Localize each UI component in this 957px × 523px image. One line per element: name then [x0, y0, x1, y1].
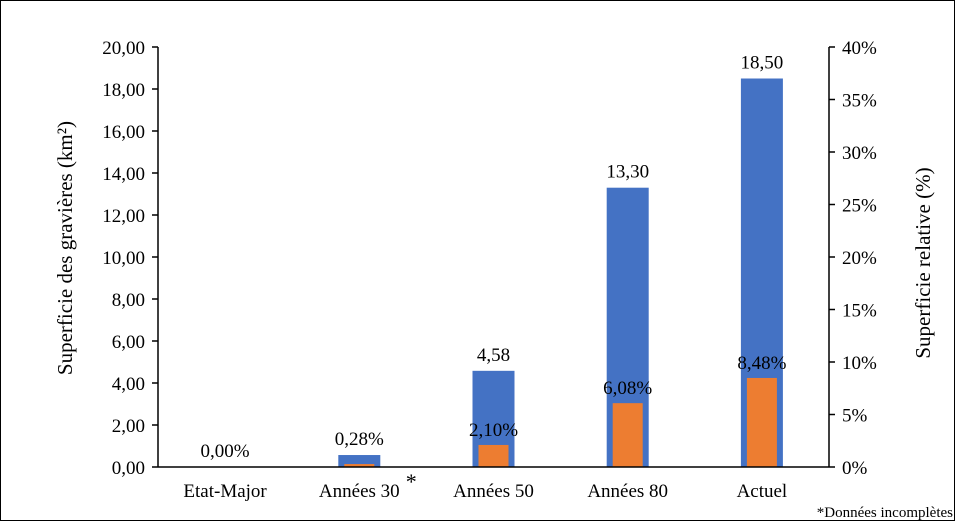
- right-tick-label: 25%: [842, 196, 877, 217]
- left-tick-label: 12,00: [102, 206, 145, 227]
- left-tick-label: 20,00: [102, 38, 145, 59]
- labels-layer: 0,00% 0,28% 4,58 2,10% 13,30 6,08% 18,50 8,48%: [201, 53, 787, 463]
- right-tick-label: 10%: [842, 353, 877, 374]
- left-tick-label: 8,00: [112, 290, 145, 311]
- footnote: *Données incomplètes: [817, 505, 953, 521]
- bar-series-2: [344, 464, 375, 467]
- left-tick-label: 0,00: [112, 458, 145, 479]
- data-label-series-2: 0,00%: [201, 441, 250, 462]
- x-tick-label: Actuel: [737, 481, 788, 502]
- data-label-series-1: 13,30: [606, 162, 649, 183]
- right-tick-label: 0%: [842, 458, 868, 479]
- bar-series-2: [746, 377, 777, 467]
- x-tick-label: Années 50: [453, 481, 534, 502]
- left-tick-label: 18,00: [102, 80, 145, 101]
- left-tick-label: 4,00: [112, 374, 145, 395]
- bar-series-1: [338, 455, 381, 467]
- left-tick-label: 2,00: [112, 416, 145, 437]
- right-tick-label: 15%: [842, 301, 877, 322]
- data-label-series-2: 2,10%: [469, 420, 518, 441]
- data-label-series-2: 8,48%: [737, 353, 786, 374]
- right-tick-label: 35%: [842, 91, 877, 112]
- bar-series-2: [478, 444, 509, 467]
- ticks-layer: 0,00 2,00 4,00 6,00 8,00 10,00 12,00 14,00 16,00…: [102, 38, 877, 502]
- data-label-series-2: 6,08%: [603, 378, 652, 399]
- left-tick-label: 10,00: [102, 248, 145, 269]
- right-tick-label: 40%: [842, 38, 877, 59]
- x-tick-label: Années 30: [319, 481, 400, 502]
- x-tick-annotation: *: [406, 469, 417, 494]
- left-tick-label: 16,00: [102, 122, 145, 143]
- right-tick-label: 20%: [842, 248, 877, 269]
- x-tick-label: Etat-Major: [183, 481, 267, 502]
- bar-series-2: [612, 403, 643, 467]
- data-label-series-2: 0,28%: [335, 429, 384, 450]
- right-tick-label: 30%: [842, 143, 877, 164]
- bars-layer: [338, 78, 783, 467]
- x-tick-label: Années 80: [587, 481, 668, 502]
- left-tick-label: 14,00: [102, 164, 145, 185]
- data-label-series-1: 4,58: [477, 345, 510, 366]
- left-tick-label: 6,00: [112, 332, 145, 353]
- y2-axis-title: Superficie relative (%): [911, 167, 935, 358]
- right-tick-label: 5%: [842, 406, 868, 427]
- y-axis-title: Superficie des gravières (km²): [53, 121, 77, 375]
- data-label-series-1: 18,50: [741, 53, 784, 74]
